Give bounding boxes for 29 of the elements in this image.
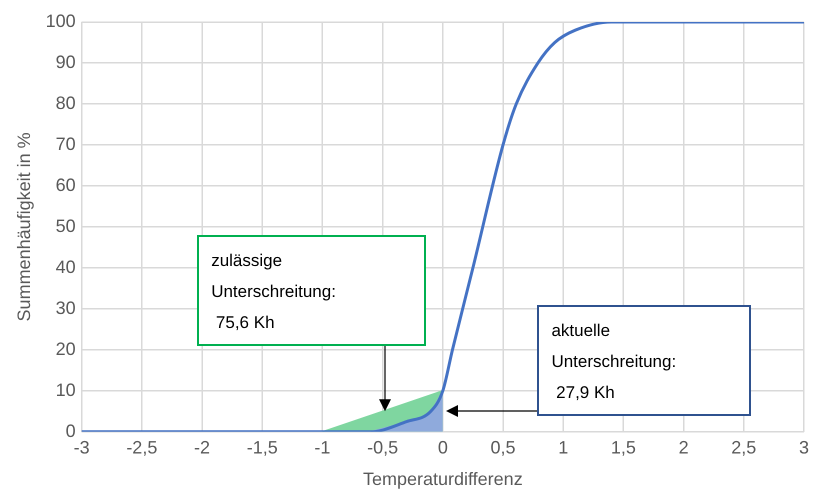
x-tick-label: 1: [558, 438, 568, 458]
y-tick-label: 60: [56, 174, 76, 195]
x-tick-label: 1,5: [610, 438, 636, 458]
x-tick-label: -1: [314, 438, 330, 458]
y-tick-label: 50: [56, 216, 76, 236]
x-tick-label: 0,5: [490, 438, 516, 458]
y-axis-title: Summenhäufigkeit in %: [14, 132, 34, 322]
line-series: [82, 22, 804, 432]
x-axis-title: Temperaturdifferenz: [362, 469, 523, 490]
y-tick-label: 30: [56, 298, 76, 318]
callout-box: zulässige Unterschreitung: 75,6 Kh: [197, 235, 426, 346]
x-tick-label: 2: [678, 438, 689, 458]
y-tick-label: 20: [56, 338, 76, 359]
y-tick-label: 40: [56, 256, 76, 277]
x-tick-label: -2,5: [126, 438, 158, 458]
callout-box: aktuelle Unterschreitung: 27,9 Kh: [537, 304, 752, 416]
x-tick-label: -3: [74, 438, 90, 458]
y-tick-label: 90: [56, 52, 76, 72]
x-tick-label: -0,5: [367, 438, 398, 458]
y-tick-label: 80: [56, 92, 76, 113]
y-tick-label: 0: [66, 420, 76, 441]
y-tick-label: 10: [56, 380, 76, 400]
y-tick-label: 100: [46, 10, 76, 31]
y-tick-label: 70: [56, 134, 76, 154]
x-tick-label: -1,5: [246, 438, 278, 458]
x-tick-label: 3: [798, 438, 809, 458]
x-tick-label: 2,5: [731, 438, 756, 458]
x-tick-label: -2: [194, 438, 210, 458]
x-tick-label: 0: [438, 438, 448, 458]
